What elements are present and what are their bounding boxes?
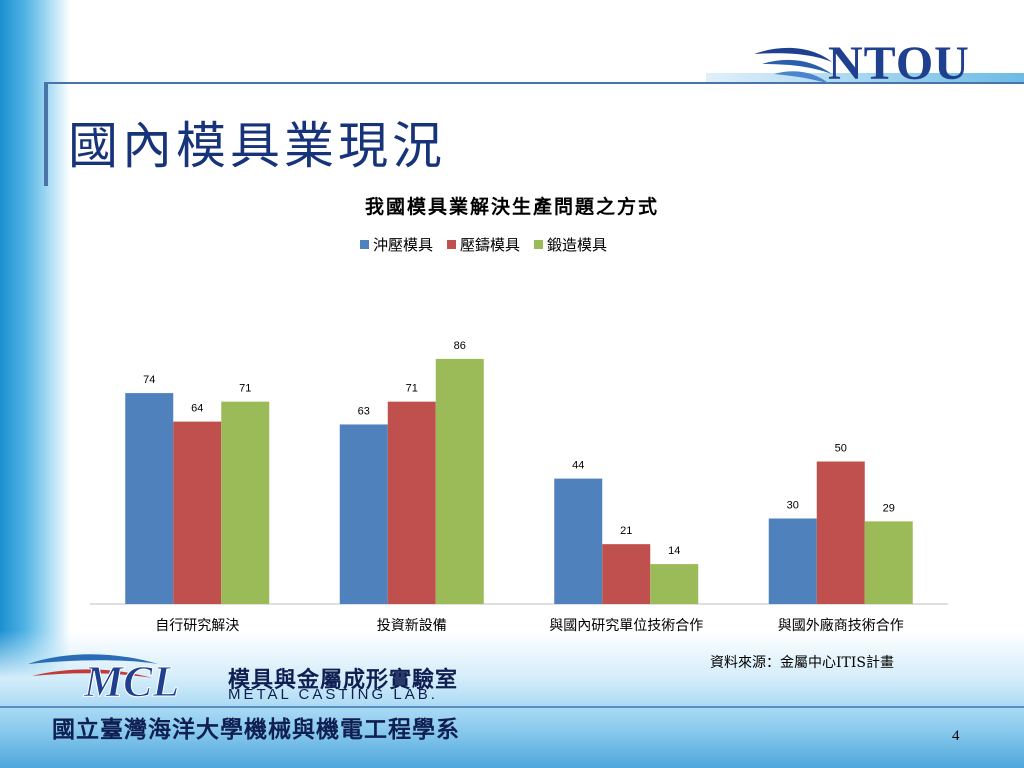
lab-name-en: METAL CASTING LAB. — [228, 686, 438, 703]
legend-swatch-red — [447, 240, 457, 249]
source-note: 資料來源：金屬中心ITIS計畫 — [710, 655, 894, 671]
category-label: 投資新設備 — [377, 618, 447, 634]
legend-swatch-blue — [360, 240, 369, 249]
legend-item-diecast: 壓鑄模具 — [447, 234, 520, 255]
data-label: 29 — [883, 502, 895, 514]
bar — [554, 478, 603, 604]
bar — [602, 544, 651, 604]
data-label: 30 — [787, 500, 799, 512]
title-rule-top — [44, 82, 1024, 84]
bar — [435, 358, 484, 604]
data-label: 50 — [835, 443, 847, 455]
mcl-logo-icon: MCL — [28, 654, 180, 706]
header-accent-bar — [706, 73, 1024, 83]
chart-title: 我國模具業解決生產問題之方式 — [364, 196, 659, 218]
legend-label: 壓鑄模具 — [460, 236, 521, 254]
data-label: 14 — [668, 545, 680, 557]
data-label: 44 — [572, 460, 584, 472]
legend-item-forging: 鍛造模具 — [534, 234, 607, 255]
bar — [173, 421, 222, 604]
bar — [768, 518, 817, 604]
lab-name-cn: 模具與金屬成形實驗室 — [228, 667, 459, 693]
page-number: 4 — [952, 728, 960, 744]
ntou-wave-logo-icon — [754, 47, 832, 84]
bar — [221, 401, 270, 604]
university-name: 國立臺灣海洋大學機械與機電工程學系 — [52, 716, 460, 743]
bar — [125, 393, 174, 604]
data-label: 63 — [358, 405, 370, 417]
page-title: 國內模具業現況 — [68, 117, 446, 175]
svg-text:MCL: MCL — [83, 657, 179, 706]
category-label: 自行研究解決 — [155, 618, 239, 634]
title-rule-left — [44, 82, 48, 186]
data-label: 74 — [143, 374, 155, 386]
data-label: 71 — [406, 383, 418, 395]
bar — [387, 401, 436, 604]
data-label: 86 — [454, 340, 466, 352]
chart-legend: 沖壓模具 壓鑄模具 鍛造模具 — [360, 234, 607, 255]
legend-swatch-green — [534, 240, 544, 249]
data-label: 21 — [620, 525, 632, 537]
bottom-gradient-band — [0, 630, 1024, 768]
category-label: 與國外廠商技術合作 — [778, 617, 904, 634]
data-label: 64 — [191, 403, 203, 415]
data-label: 71 — [239, 383, 251, 395]
legend-label: 沖壓模具 — [373, 236, 434, 254]
legend-item-stamping: 沖壓模具 — [360, 234, 433, 255]
category-label: 與國內研究單位技術合作 — [549, 618, 703, 634]
bar — [339, 424, 388, 604]
ntou-logo-text: NTOU — [828, 37, 970, 90]
bar — [816, 461, 865, 604]
bar — [864, 521, 913, 604]
bar — [650, 564, 699, 604]
legend-label: 鍛造模具 — [547, 236, 608, 254]
footer-divider — [0, 706, 1024, 708]
